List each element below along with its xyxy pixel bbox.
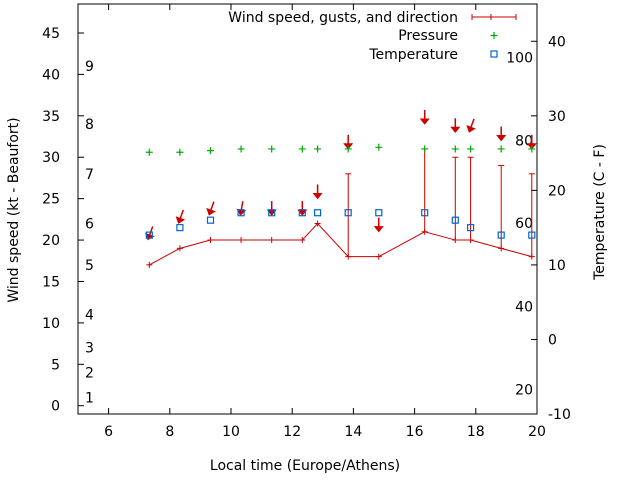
temperature-point [145,231,153,239]
beaufort-tick-label: 2 [85,366,94,382]
y-axis-label: Wind speed (kt - Beaufort) [6,117,22,302]
y-tick-label: 10 [42,316,60,332]
fahrenheit-tick-label: 60 [515,216,533,232]
temperature-point [206,216,215,224]
y-tick-label: 20 [42,233,60,249]
x-tick-label: 8 [165,424,174,440]
y2-axis-label: Temperature (C - F) [592,144,608,281]
legend-swatch-temperature [490,50,498,58]
wind-direction-arrow [419,109,430,125]
pressure-point [375,143,383,151]
wind-speed-point [314,220,321,227]
y-tick-label: 15 [42,274,60,290]
fahrenheit-tick-label: 100 [506,51,533,67]
temperature-point [298,209,306,217]
y-tick-label: 30 [42,150,60,166]
y-tick-label: 0 [51,399,60,415]
legend-swatch-wind-caps [471,14,517,20]
beaufort-tick-label: 1 [85,390,94,406]
y-tick-label: 45 [42,26,60,42]
y-tick-label: 5 [51,357,60,373]
wind-direction-arrow [206,201,216,216]
axis-ticks: 6 8 10 12 14 16 18 2005101520253035404512345678… [42,4,571,440]
wind-speed-point [299,237,306,244]
x-tick-label: 14 [344,424,362,440]
wind-speed-point [268,237,275,244]
y-tick-label: 25 [42,192,60,208]
temperature-point [375,209,383,217]
legend-label-temperature: Temperature [368,47,458,63]
wind-direction-arrow [496,126,507,142]
y2-tick-label: -10 [548,407,571,423]
temperature-point [344,209,352,217]
beaufort-tick-label: 6 [85,216,94,232]
legend-label-pressure: Pressure [398,28,458,44]
x-tick-label: 18 [467,424,485,440]
wind-speed-point [146,261,153,268]
pressure-point [497,145,505,153]
fahrenheit-tick-label: 20 [515,382,533,398]
x-axis-label: Local time (Europe/Athens) [210,458,400,474]
wind-direction-arrow [312,184,323,200]
beaufort-tick-label: 4 [85,308,94,324]
pressure-point [528,145,536,153]
pressure-point [268,145,276,153]
beaufort-tick-label: 8 [85,117,94,133]
legend-label-wind: Wind speed, gusts, and direction [228,10,458,26]
y2-tick-label: 30 [548,109,566,125]
pressure-point [206,147,214,155]
wind-speed-line [149,222,532,266]
beaufort-tick-label: 3 [85,341,94,357]
y2-tick-label: 0 [548,332,557,348]
wind-speed-point [207,237,214,244]
plot-frame [77,3,538,415]
fahrenheit-tick-label: 40 [515,300,533,316]
x-tick-label: 10 [222,424,240,440]
y-tick-label: 40 [42,67,60,83]
pressure-point [176,148,184,156]
wind-direction-arrow [373,217,384,233]
temperature-point [237,209,245,217]
pressure-point [344,145,352,153]
wind-speed-point [238,237,245,244]
legend-swatch-pressure [490,32,498,39]
legend: Wind speed, gusts, and direction Pressur… [228,10,517,63]
temperature-point [268,209,276,217]
legend-swatches [471,14,517,58]
y2-tick-label: 40 [548,34,566,50]
wind-speed-point [176,245,183,252]
pressure-point [314,145,322,153]
pressure-point [298,145,306,153]
wind-direction-arrow [450,118,461,134]
y2-tick-label: 10 [548,258,566,274]
temperature-point [313,209,322,217]
pressure-point [237,145,245,153]
x-tick-label: 20 [528,424,546,440]
beaufort-tick-label: 9 [85,59,94,75]
beaufort-tick-label: 7 [85,167,94,183]
x-tick-label: 6 [104,424,113,440]
wind-direction-arrow [466,118,476,133]
temperature-point [421,209,429,217]
temperature-point [528,231,536,239]
wind-speed-point [375,253,382,260]
pressure-point [145,148,153,156]
pressure-point [451,145,459,153]
temperature-point [176,224,184,232]
y2-tick-label: 20 [548,183,566,199]
temperature-point [466,224,475,232]
pressure-point [421,145,429,153]
x-tick-label: 16 [406,424,424,440]
x-tick-label: 12 [283,424,301,440]
beaufort-tick-label: 5 [85,258,94,274]
wind-direction-arrow [175,209,186,224]
series-layer [145,109,537,268]
temperature-point [497,231,505,239]
y-tick-label: 35 [42,109,60,125]
temperature-point [451,216,459,224]
pressure-point [467,145,475,153]
